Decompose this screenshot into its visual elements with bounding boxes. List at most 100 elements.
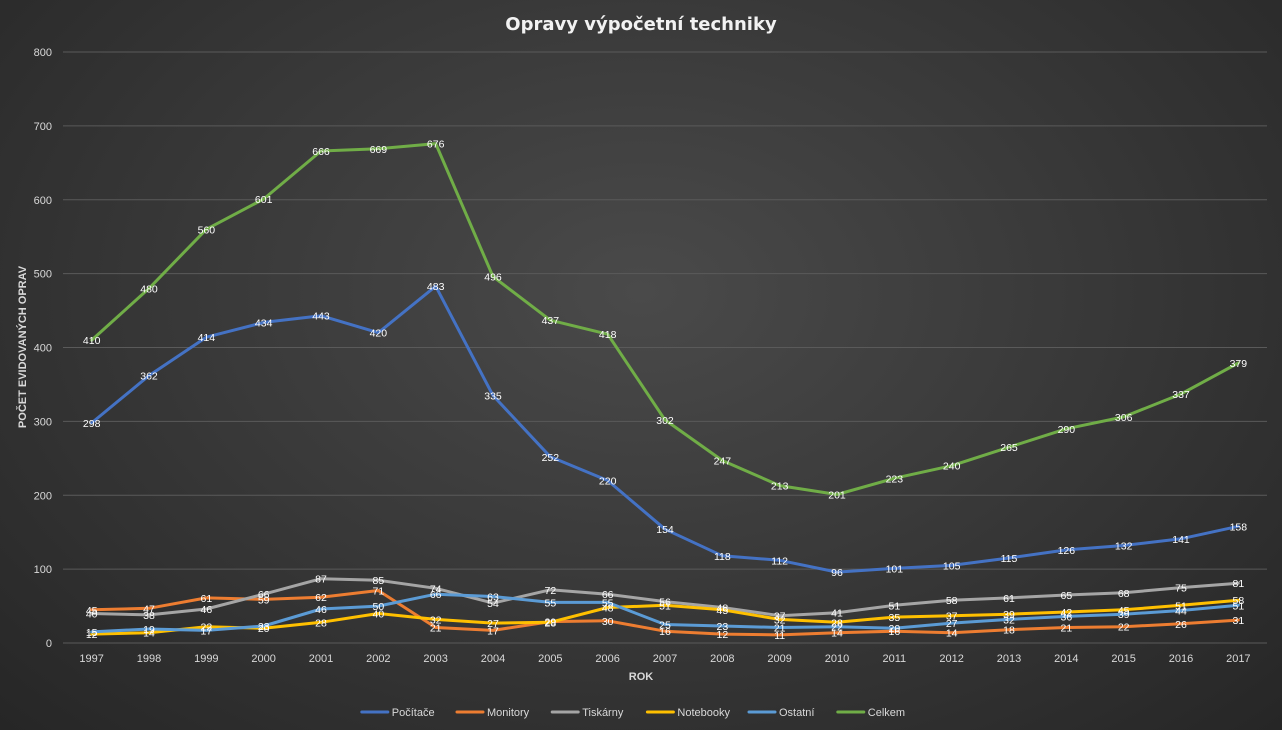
- data-label: 81: [1232, 578, 1244, 590]
- x-tick-label: 2001: [309, 653, 333, 665]
- data-label: 15: [86, 627, 98, 639]
- data-label: 23: [258, 621, 270, 633]
- x-tick-label: 2013: [997, 653, 1021, 665]
- legend-label: Ostatní: [779, 707, 814, 719]
- data-label: 21: [1060, 622, 1072, 634]
- data-label: 28: [315, 617, 327, 629]
- x-tick-label: 2012: [939, 653, 963, 665]
- y-tick-label: 200: [34, 490, 52, 502]
- data-label: 560: [198, 224, 216, 236]
- data-label: 32: [774, 614, 786, 626]
- series-lines: [90, 142, 1240, 637]
- data-label: 30: [602, 616, 614, 628]
- legend-item: Monitory: [455, 707, 530, 719]
- data-label: 302: [656, 415, 674, 427]
- series-line: [90, 142, 1240, 496]
- data-label: 40: [372, 608, 384, 620]
- x-tick-label: 2006: [595, 653, 619, 665]
- data-label: 247: [714, 456, 732, 468]
- legend-label: Počítače: [392, 707, 435, 719]
- data-label: 298: [83, 418, 101, 430]
- data-label: 55: [544, 597, 556, 609]
- data-label: 58: [1232, 595, 1244, 607]
- y-tick-label: 600: [34, 195, 52, 207]
- legend-item: Ostatní: [747, 707, 814, 719]
- y-tick-label: 700: [34, 121, 52, 133]
- x-tick-label: 2014: [1054, 653, 1078, 665]
- data-label: 61: [200, 593, 212, 605]
- data-label: 51: [1232, 600, 1244, 612]
- data-label: 443: [312, 311, 330, 323]
- legend-label: Monitory: [487, 707, 530, 719]
- data-label: 379: [1230, 358, 1248, 370]
- data-label: 118: [714, 551, 731, 563]
- data-label: 496: [484, 272, 502, 284]
- data-label: 17: [200, 625, 212, 637]
- data-label: 46: [315, 604, 327, 616]
- data-label: 154: [656, 524, 674, 536]
- data-label: 141: [1172, 534, 1190, 546]
- legend-item: Tiskárny: [550, 707, 624, 719]
- x-axis-ticks: 1997 1998 1999 2000 2001 2002 2003 2004 2005 2006…: [79, 653, 1250, 665]
- legend-label: Notebooky: [677, 707, 730, 719]
- data-label: 158: [1230, 521, 1248, 533]
- data-label: 87: [315, 574, 327, 586]
- data-label: 40: [86, 608, 98, 620]
- data-label: 676: [427, 139, 445, 151]
- data-label: 12: [716, 629, 728, 641]
- data-label: 16: [659, 626, 671, 638]
- data-label: 223: [886, 473, 904, 485]
- data-label: 62: [315, 592, 327, 604]
- x-tick-label: 2000: [251, 653, 275, 665]
- data-label: 26: [1175, 619, 1187, 631]
- data-label: 14: [831, 628, 843, 640]
- series-line: [90, 589, 1240, 637]
- data-label: 54: [487, 598, 499, 610]
- data-label: 29: [544, 617, 556, 629]
- data-label: 85: [372, 575, 384, 587]
- data-label: 68: [1118, 588, 1130, 600]
- data-label: 51: [1175, 600, 1187, 612]
- data-label: 32: [1003, 614, 1015, 626]
- legend-label: Tiskárny: [582, 707, 624, 719]
- data-label: 46: [200, 604, 212, 616]
- data-label: 42: [1060, 607, 1072, 619]
- data-label: 23: [716, 621, 728, 633]
- x-axis-title: ROK: [629, 671, 654, 683]
- data-label: 38: [143, 610, 155, 622]
- data-label: 56: [659, 597, 671, 609]
- y-tick-label: 400: [34, 343, 52, 355]
- x-tick-label: 1997: [79, 653, 103, 665]
- y-tick-label: 300: [34, 416, 52, 428]
- data-label: 71: [372, 586, 384, 598]
- data-label: 74: [430, 583, 442, 595]
- data-label: 434: [255, 317, 273, 329]
- data-label: 601: [255, 194, 273, 206]
- data-label: 17: [487, 625, 499, 637]
- data-label: 418: [599, 329, 617, 341]
- data-label: 66: [602, 589, 614, 601]
- data-label: 25: [659, 620, 671, 632]
- data-label: 37: [774, 611, 786, 623]
- data-label: 105: [943, 560, 961, 572]
- data-label: 19: [143, 624, 155, 636]
- data-label: 414: [198, 332, 216, 344]
- data-label: 75: [1175, 583, 1187, 595]
- y-tick-label: 100: [34, 564, 52, 576]
- x-tick-label: 2017: [1226, 653, 1250, 665]
- x-tick-label: 2010: [825, 653, 849, 665]
- data-label: 27: [487, 618, 499, 630]
- data-label: 72: [544, 585, 556, 597]
- data-label: 14: [946, 628, 958, 640]
- data-label: 21: [430, 622, 442, 634]
- data-label: 45: [86, 605, 98, 617]
- x-tick-label: 2016: [1169, 653, 1193, 665]
- series-line: [90, 592, 1240, 634]
- data-label: 132: [1115, 540, 1133, 552]
- data-label: 28: [544, 617, 556, 629]
- data-label: 112: [771, 555, 788, 567]
- legend-label: Celkem: [868, 707, 905, 719]
- x-tick-label: 2003: [423, 653, 447, 665]
